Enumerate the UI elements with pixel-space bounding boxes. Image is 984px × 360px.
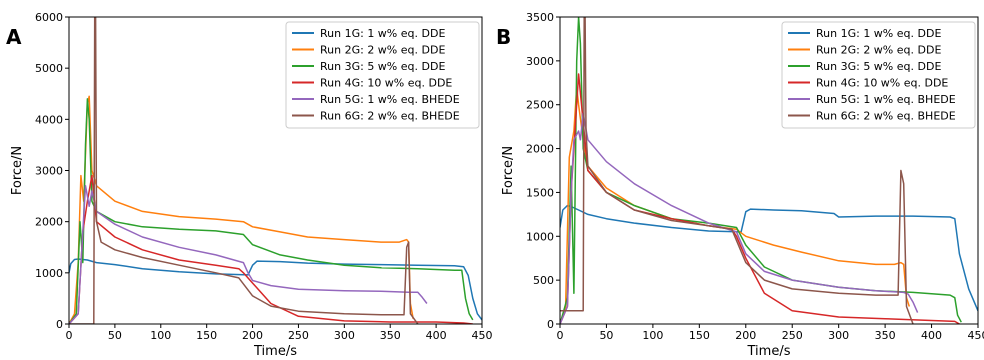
panel-a-series-line-6	[69, 17, 419, 324]
panel-b-legend-entry-1: Run 1G: 1 w% eq. DDE	[816, 27, 941, 40]
panel-a-legend-entry-5: Run 5G: 1 w% eq. BHEDE	[320, 93, 460, 106]
panel-a-x-axis-label: Time/s	[253, 344, 297, 359]
panel-a-legend-entry-6: Run 6G: 2 w% eq. BHEDE	[320, 110, 460, 123]
panel-a-letter: A	[6, 25, 22, 49]
panel-b-series-line-1	[560, 204, 978, 312]
panel-b-x-tick-label: 450	[968, 329, 984, 342]
panel-b-x-tick-label: 150	[689, 329, 710, 342]
panel-b-y-axis-label: Force/N	[501, 146, 516, 195]
panel-a-x-tick-label: 50	[108, 329, 122, 342]
panel-b-legend-entry-5: Run 5G: 1 w% eq. BHEDE	[816, 93, 956, 106]
panel-a-y-tick-label: 2000	[35, 216, 63, 229]
panel-b-x-tick-label: 200	[735, 329, 756, 342]
panel-a-y-tick-label: 6000	[35, 11, 63, 24]
panel-b-series-line-5	[560, 112, 919, 324]
panel-b-x-tick-label: 100	[642, 329, 663, 342]
panel-a-series-line-4	[69, 174, 473, 324]
panel-a-ticks: 0 50 100 150 200 250 300 350 400 450 0 1000 2000 3000…	[35, 11, 493, 342]
panel-b-y-tick-label: 0	[547, 318, 554, 331]
panel-a-y-tick-label: 5000	[35, 62, 63, 75]
panel-a-y-tick-label: 0	[56, 318, 63, 331]
panel-b-x-tick-label: 400	[921, 329, 942, 342]
panel-b-y-tick-label: 1500	[526, 186, 554, 199]
panel-a-x-tick-label: 250	[288, 329, 309, 342]
panel-b-legend-box	[781, 21, 976, 129]
panel-b-legend-entry-4: Run 4G: 10 w% eq. DDE	[816, 77, 948, 90]
panel-b-plot-frame	[559, 16, 979, 325]
panel-a-x-tick-label: 450	[472, 329, 493, 342]
panel-b: B 0 50 100 150 200 250 300 350 400 450 0 500 1000 150…	[496, 11, 984, 359]
panel-a-legend-box	[285, 21, 480, 129]
panel-a-series-line-2	[69, 95, 414, 324]
panel-b-legend-entry-3: Run 3G: 5 w% eq. DDE	[816, 60, 941, 73]
panel-b-ticks: 0 50 100 150 200 250 300 350 400 450 0 500 1000 1500 2…	[526, 11, 984, 342]
panel-a-y-axis-label: Force/N	[10, 146, 25, 195]
panel-a-y-tick-label: 4000	[35, 113, 63, 126]
panel-a-x-tick-label: 150	[196, 329, 217, 342]
panel-b-y-tick-label: 2000	[526, 143, 554, 156]
panel-a-y-tick-label: 3000	[35, 165, 63, 178]
panel-a: A 0 50 100 150 200 250 300 350 400 450 0 1000 2000 30…	[6, 11, 493, 359]
panel-a-x-tick-label: 200	[242, 329, 263, 342]
panel-b-y-tick-label: 3500	[526, 11, 554, 24]
panel-b-series-line-3	[560, 17, 962, 324]
panel-a-y-tick-label: 1000	[35, 267, 63, 280]
panel-b-y-tick-label: 2500	[526, 99, 554, 112]
panel-b-x-tick-label: 50	[599, 329, 613, 342]
panel-b-legend-entry-6: Run 6G: 2 w% eq. BHEDE	[816, 110, 956, 123]
panel-b-series-line-6	[560, 17, 914, 324]
panel-a-series-line-5	[69, 185, 428, 324]
panel-a-x-tick-label: 300	[334, 329, 355, 342]
panel-b-x-tick-label: 300	[828, 329, 849, 342]
panel-b-x-tick-label: 0	[557, 329, 564, 342]
panel-a-x-tick-label: 0	[66, 329, 73, 342]
panel-b-x-tick-label: 350	[875, 329, 896, 342]
panel-a-x-tick-label: 350	[380, 329, 401, 342]
panel-a-x-tick-label: 400	[426, 329, 447, 342]
panel-a-legend-entry-4: Run 4G: 10 w% eq. DDE	[320, 77, 452, 90]
panel-a-series-line-3	[69, 98, 474, 324]
panel-a-legend: Run 1G: 1 w% eq. DDE Run 2G: 2 w% eq. DDE…	[285, 21, 480, 129]
panel-a-legend-entry-1: Run 1G: 1 w% eq. DDE	[320, 27, 445, 40]
panel-a-legend-entry-3: Run 3G: 5 w% eq. DDE	[320, 60, 445, 73]
panel-b-y-tick-label: 1000	[526, 230, 554, 243]
panel-a-legend-entry-2: Run 2G: 2 w% eq. DDE	[320, 44, 445, 57]
panel-a-series-line-1	[69, 258, 482, 321]
panel-b-x-axis-label: Time/s	[747, 344, 791, 359]
panel-b-y-tick-label: 3000	[526, 55, 554, 68]
panel-b-x-tick-label: 250	[782, 329, 803, 342]
panel-b-letter: B	[496, 25, 511, 49]
panel-b-y-tick-label: 500	[533, 274, 554, 287]
panel-b-series-group	[560, 17, 978, 324]
panel-b-legend: Run 1G: 1 w% eq. DDE Run 2G: 2 w% eq. DDE…	[781, 21, 976, 129]
panel-a-series-group	[69, 17, 482, 324]
panel-b-legend-entry-2: Run 2G: 2 w% eq. DDE	[816, 44, 941, 57]
panel-a-x-tick-label: 100	[150, 329, 171, 342]
